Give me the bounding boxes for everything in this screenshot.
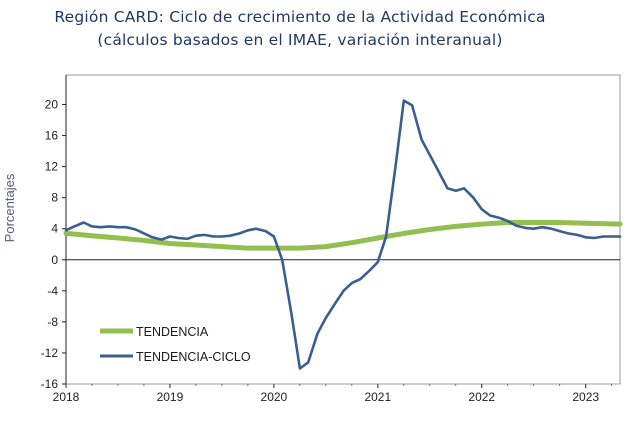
x-tick-label: 2023	[572, 390, 599, 404]
x-tick-label: 2020	[261, 390, 288, 404]
x-tick-label: 2022	[468, 390, 495, 404]
y-tick-label: -16	[41, 377, 59, 391]
y-tick-label: 0	[51, 253, 58, 267]
x-tick-label: 2021	[364, 390, 391, 404]
y-tick-label: 8	[51, 191, 58, 205]
y-axis-label: Porcentajes	[2, 173, 17, 242]
y-tick-label: 4	[51, 222, 58, 236]
x-tick-label: 2018	[53, 390, 80, 404]
y-ticks: 20 16 12 8 4 0 -4 -8 -12 -16	[41, 98, 66, 391]
x-ticks: 2018 2019 2020 2021 2022 2023	[53, 384, 613, 404]
y-tick-label: 16	[45, 129, 59, 143]
x-tick-label: 2019	[157, 390, 184, 404]
y-tick-label: -4	[47, 284, 58, 298]
y-tick-label: 12	[45, 160, 59, 174]
chart-title: Región CARD: Ciclo de crecimiento de la …	[54, 8, 546, 26]
legend-label-tendencia: TENDENCIA	[136, 325, 209, 339]
series-group	[63, 99, 623, 370]
y-tick-label: 20	[45, 98, 59, 112]
legend-label-tendencia-ciclo: TENDENCIA-CICLO	[136, 350, 251, 364]
series-line-tendencia	[63, 220, 623, 251]
legend: TENDENCIA TENDENCIA-CICLO	[100, 325, 251, 364]
series-line-tendencia-ciclo	[64, 99, 622, 370]
chart-subtitle: (cálculos basados en el IMAE, variación …	[97, 31, 503, 49]
y-tick-label: -8	[47, 315, 58, 329]
y-tick-label: -12	[41, 346, 59, 360]
